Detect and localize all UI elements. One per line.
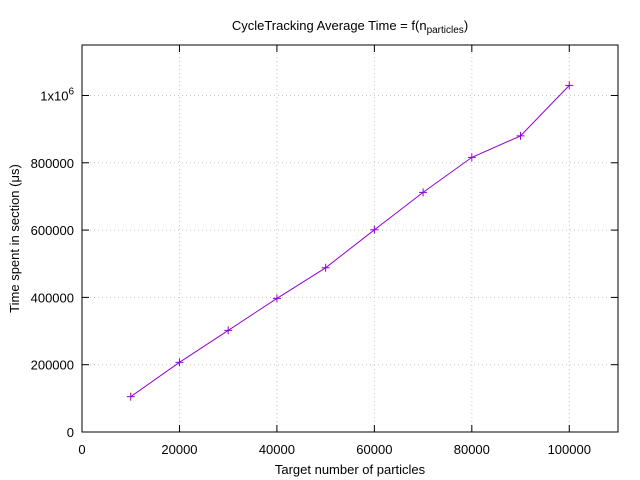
data-point [321,263,330,272]
y-tick-label: 0 [67,425,74,440]
chart-title: CycleTracking Average Time = f(nparticle… [232,18,468,36]
data-point [272,294,281,303]
y-tick-label: 800000 [31,156,74,171]
chart-title-close: ) [464,18,468,33]
data-point [370,225,379,234]
data-point [516,131,525,140]
series-line [130,85,570,398]
data-point [419,188,428,197]
chart-title-main: CycleTracking Average Time = f(n [232,18,427,33]
y-tick-labels: 0 200000 400000 600000 800000 1x106 [31,86,75,440]
data-point [126,392,135,401]
grid [82,45,618,432]
y-axis-label: Time spent in section (μs) [7,164,22,313]
chart-title-subscript: particles [427,25,464,36]
x-tick-label: 100000 [548,442,591,457]
x-tick-label: 80000 [454,442,490,457]
data-point [175,358,184,367]
data-points [126,81,574,401]
data-point [565,81,574,90]
x-axis-label: Target number of particles [275,462,426,477]
x-tick-label: 0 [78,442,85,457]
y-tick-label: 1x106 [40,86,74,103]
plot-frame [81,44,619,433]
data-point [224,326,233,335]
x-tick-label: 60000 [356,442,392,457]
x-tick-label: 20000 [161,442,197,457]
y-tick-label: 600000 [31,223,74,238]
x-tick-label: 40000 [259,442,295,457]
y-tick-label: 200000 [31,358,74,373]
series-lines [130,85,570,398]
x-tick-labels: 0 20000 40000 60000 80000 100000 [78,442,591,457]
y-tick-label: 400000 [31,290,74,305]
data-point [467,153,476,162]
